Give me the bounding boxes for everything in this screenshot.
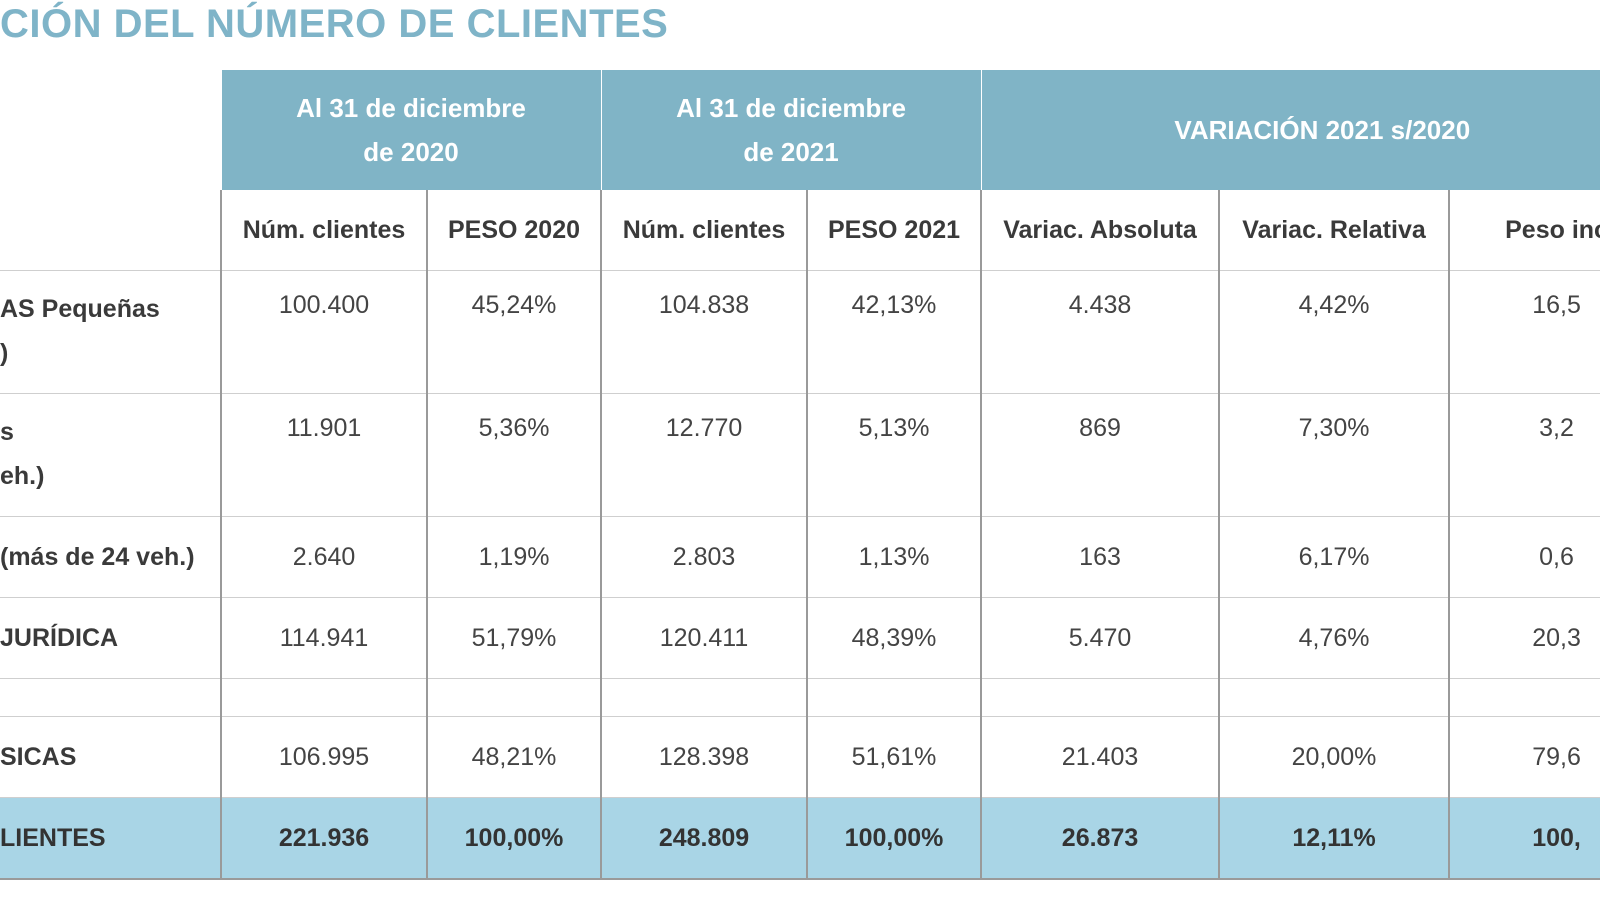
column-header: PESO 2020 — [425, 190, 602, 271]
total-row: LIENTES 221.936 100,00% 248.809 100,00% … — [0, 797, 1600, 880]
column-header: Variac. Absoluta — [980, 190, 1220, 271]
spacer-cell — [600, 678, 808, 717]
group-header-line: de 2020 — [363, 137, 459, 167]
table-cell: 4,42% — [1218, 270, 1450, 394]
total-cell: 221.936 — [220, 797, 427, 880]
group-header-variacion: VARIACIÓN 2021 s/2020 — [980, 70, 1600, 190]
spacer-cell — [0, 678, 221, 717]
total-label: LIENTES — [0, 797, 221, 880]
total-cell: 26.873 — [980, 797, 1220, 880]
group-header-line: Al 31 de diciembre — [296, 93, 526, 123]
group-header-2021: Al 31 de diciembre de 2021 — [600, 70, 982, 190]
column-header: Núm. clientes — [600, 190, 808, 271]
table-cell: 163 — [980, 516, 1220, 598]
total-cell: 12,11% — [1218, 797, 1450, 880]
table-cell: 20,00% — [1218, 716, 1450, 798]
spacer-cell — [806, 678, 982, 717]
page-title: CIÓN DEL NÚMERO DE CLIENTES — [0, 2, 669, 46]
header-corner — [0, 70, 221, 190]
table-cell: 48,21% — [425, 716, 602, 798]
table-cell: 51,79% — [425, 597, 602, 679]
spacer-cell — [1218, 678, 1450, 717]
column-header: Variac. Relativa — [1218, 190, 1450, 271]
table-cell: 0,6 — [1448, 516, 1600, 598]
column-header: Peso inc — [1448, 190, 1600, 271]
group-header-row: Al 31 de diciembre de 2020 Al 31 de dici… — [0, 70, 1600, 190]
column-header: PESO 2021 — [806, 190, 982, 271]
total-cell: 100,00% — [806, 797, 982, 880]
table-cell: 45,24% — [425, 270, 602, 394]
row-label: AS Pequeñas) — [0, 270, 221, 394]
table-cell: 79,6 — [1448, 716, 1600, 798]
total-cell: 248.809 — [600, 797, 808, 880]
table-cell: 12.770 — [600, 393, 808, 517]
table-cell: 11.901 — [220, 393, 427, 517]
spacer-cell — [220, 678, 427, 717]
spacer-cell — [425, 678, 602, 717]
group-header-line: VARIACIÓN 2021 s/2020 — [1174, 115, 1471, 145]
spacer-cell — [1448, 678, 1600, 717]
group-header-2020: Al 31 de diciembre de 2020 — [220, 70, 602, 190]
total-cell: 100,00% — [425, 797, 602, 880]
table-cell: 104.838 — [600, 270, 808, 394]
table-cell: 106.995 — [220, 716, 427, 798]
column-header-blank — [0, 190, 221, 271]
table-cell: 16,5 — [1448, 270, 1600, 394]
table-cell: 869 — [980, 393, 1220, 517]
table-cell: 6,17% — [1218, 516, 1450, 598]
table-cell: 100.400 — [220, 270, 427, 394]
table-cell: 20,3 — [1448, 597, 1600, 679]
spacer-cell — [980, 678, 1220, 717]
table-row: (más de 24 veh.) 2.640 1,19% 2.803 1,13%… — [0, 516, 1600, 598]
row-label: JURÍDICA — [0, 597, 221, 679]
table-row: SICAS 106.995 48,21% 128.398 51,61% 21.4… — [0, 716, 1600, 798]
table-cell: 1,19% — [425, 516, 602, 598]
table-row: AS Pequeñas) 100.400 45,24% 104.838 42,1… — [0, 270, 1600, 394]
table-cell: 2.803 — [600, 516, 808, 598]
row-label: s eh.) — [0, 393, 221, 517]
clients-table: Al 31 de diciembre de 2020 Al 31 de dici… — [0, 70, 1600, 880]
table-cell: 51,61% — [806, 716, 982, 798]
table-cell: 120.411 — [600, 597, 808, 679]
table-cell: 3,2 — [1448, 393, 1600, 517]
table-cell: 5,13% — [806, 393, 982, 517]
total-cell: 100, — [1448, 797, 1600, 880]
table-cell: 2.640 — [220, 516, 427, 598]
table-cell: 42,13% — [806, 270, 982, 394]
group-header-line: de 2021 — [743, 137, 839, 167]
table-cell: 4,76% — [1218, 597, 1450, 679]
table-cell: 48,39% — [806, 597, 982, 679]
row-label: (más de 24 veh.) — [0, 516, 221, 598]
table-cell: 7,30% — [1218, 393, 1450, 517]
group-header-line: Al 31 de diciembre — [676, 93, 906, 123]
table-cell: 114.941 — [220, 597, 427, 679]
table-cell: 128.398 — [600, 716, 808, 798]
table-row: JURÍDICA 114.941 51,79% 120.411 48,39% 5… — [0, 597, 1600, 679]
table-cell: 5.470 — [980, 597, 1220, 679]
table-cell: 1,13% — [806, 516, 982, 598]
table-row: s eh.) 11.901 5,36% 12.770 5,13% 869 7,30… — [0, 393, 1600, 517]
table-cell: 21.403 — [980, 716, 1220, 798]
row-label: SICAS — [0, 716, 221, 798]
column-header: Núm. clientes — [220, 190, 427, 271]
spacer-row — [0, 678, 1600, 717]
column-header-row: Núm. clientes PESO 2020 Núm. clientes PE… — [0, 190, 1600, 271]
table-cell: 4.438 — [980, 270, 1220, 394]
table-cell: 5,36% — [425, 393, 602, 517]
